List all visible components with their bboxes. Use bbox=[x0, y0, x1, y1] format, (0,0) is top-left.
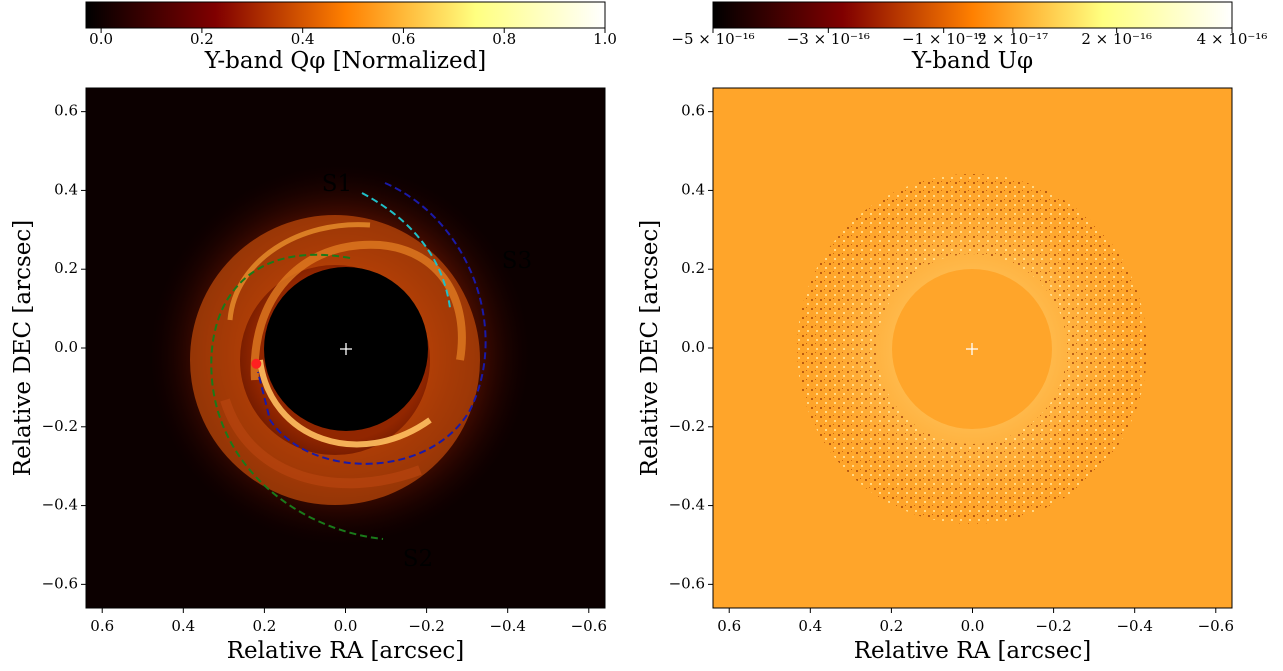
x-tick-label: 0.2 bbox=[252, 617, 276, 635]
x-axis-label: Relative RA [arcsec] bbox=[227, 638, 465, 664]
annotation: S3 bbox=[502, 248, 532, 274]
colorbar-tick-label: 2 × 10⁻¹⁶ bbox=[1081, 30, 1152, 48]
annotation: S2 bbox=[403, 546, 433, 572]
y-tick-label: 0.6 bbox=[54, 102, 78, 120]
y-tick-label: 0.0 bbox=[54, 338, 78, 356]
y-tick-label: 0.6 bbox=[681, 102, 705, 120]
colorbar-label: Y-band Uφ bbox=[911, 48, 1033, 74]
colorbar-tick-label: 0.2 bbox=[190, 30, 214, 48]
x-tick-label: 0.2 bbox=[879, 617, 903, 635]
y-axis-label: Relative DEC [arcsec] bbox=[10, 220, 36, 476]
colorbar-tick-label: 1.0 bbox=[593, 30, 617, 48]
y-tick-label: −0.4 bbox=[42, 496, 78, 514]
colorbar-tick-label: 0.6 bbox=[392, 30, 416, 48]
colorbar-tick-label: 0.4 bbox=[291, 30, 315, 48]
x-tick-label: −0.6 bbox=[571, 617, 607, 635]
colorbar-tick-label: 4 × 10⁻¹⁶ bbox=[1197, 30, 1268, 48]
y-tick-label: 0.2 bbox=[54, 259, 78, 277]
colorbar bbox=[712, 1, 1233, 29]
annotation: S1 bbox=[322, 171, 352, 197]
x-tick-label: −0.4 bbox=[1116, 617, 1152, 635]
right-image bbox=[712, 87, 1233, 609]
y-tick-label: −0.2 bbox=[42, 417, 78, 435]
x-tick-label: 0.4 bbox=[798, 617, 822, 635]
y-tick-label: 0.4 bbox=[681, 180, 705, 198]
y-tick-label: −0.6 bbox=[42, 574, 78, 592]
y-axis-label: Relative DEC [arcsec] bbox=[637, 220, 663, 476]
x-tick-label: 0.6 bbox=[90, 617, 114, 635]
y-tick-label: 0.4 bbox=[54, 180, 78, 198]
y-tick-label: 0.0 bbox=[681, 338, 705, 356]
x-tick-label: 0.0 bbox=[961, 617, 985, 635]
x-tick-label: 0.6 bbox=[717, 617, 741, 635]
marker bbox=[251, 358, 262, 369]
y-tick-label: −0.4 bbox=[669, 496, 705, 514]
x-tick-label: −0.6 bbox=[1198, 617, 1234, 635]
colorbar-tick-label: 2 × 10⁻¹⁷ bbox=[978, 30, 1049, 48]
x-tick-label: 0.4 bbox=[171, 617, 195, 635]
x-axis-label: Relative RA [arcsec] bbox=[854, 638, 1092, 664]
x-tick-label: −0.4 bbox=[489, 617, 525, 635]
colorbar-tick-label: −1 × 10⁻¹⁶ bbox=[902, 30, 985, 48]
colorbar-tick-label: −5 × 10⁻¹⁶ bbox=[671, 30, 754, 48]
colorbar-tick-label: −3 × 10⁻¹⁶ bbox=[787, 30, 870, 48]
colorbar-label: Y-band Qφ [Normalized] bbox=[204, 48, 487, 74]
x-tick-label: −0.2 bbox=[408, 617, 444, 635]
colorbar-tick-label: 0.8 bbox=[492, 30, 516, 48]
x-tick-label: −0.2 bbox=[1035, 617, 1071, 635]
x-tick-label: 0.0 bbox=[334, 617, 358, 635]
colorbar-tick-label: 0.0 bbox=[89, 30, 113, 48]
left-image bbox=[85, 87, 606, 609]
y-tick-label: 0.2 bbox=[681, 259, 705, 277]
y-tick-label: −0.6 bbox=[669, 574, 705, 592]
y-tick-label: −0.2 bbox=[669, 417, 705, 435]
colorbar bbox=[85, 1, 606, 29]
